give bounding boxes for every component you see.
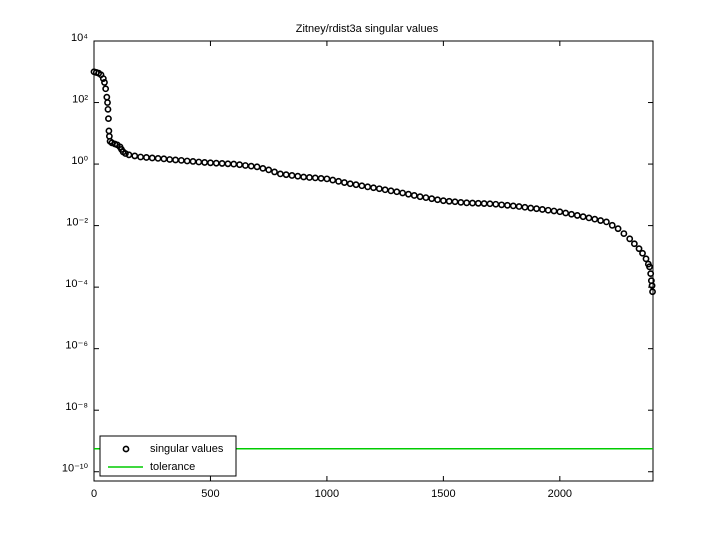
point	[573, 212, 581, 219]
point	[393, 188, 401, 196]
y-tick-label: 10⁻⁶	[65, 340, 88, 352]
point	[335, 177, 342, 185]
point	[105, 115, 112, 123]
point	[259, 164, 267, 172]
point	[630, 240, 638, 248]
point	[253, 163, 261, 171]
point	[639, 249, 646, 257]
y-tick-label: 10²	[72, 93, 88, 105]
legend-box	[99, 435, 237, 477]
point	[399, 189, 407, 197]
y-tick-label: 10⁴	[71, 32, 88, 44]
point	[591, 215, 599, 223]
y-tick-label: 10⁻²	[66, 217, 88, 229]
point	[122, 150, 129, 157]
point	[620, 230, 628, 237]
x-tick-label: 1000	[315, 488, 339, 500]
point	[125, 151, 133, 159]
point	[648, 282, 656, 290]
legend-marker	[122, 445, 130, 453]
point	[597, 217, 604, 224]
point	[568, 210, 575, 218]
y-tick-label: 10⁻⁸	[65, 401, 88, 413]
x-tick-label: 0	[91, 488, 97, 500]
point	[329, 176, 337, 184]
point	[626, 235, 634, 243]
legend-label: tolerance	[150, 461, 195, 473]
legend-label: singular values	[150, 443, 224, 455]
point	[405, 190, 412, 198]
point	[614, 225, 622, 233]
point	[271, 168, 278, 176]
point	[603, 218, 610, 226]
point	[104, 99, 111, 106]
point	[99, 75, 107, 82]
point	[579, 213, 587, 221]
point	[340, 179, 348, 186]
point	[323, 175, 331, 183]
point	[352, 181, 360, 189]
point	[556, 208, 564, 216]
point	[585, 214, 593, 222]
y-tick-label: 10⁻¹⁰	[62, 463, 89, 475]
point	[635, 245, 643, 253]
point	[101, 79, 108, 86]
point	[608, 221, 616, 229]
point	[102, 85, 110, 93]
x-tick-label: 1500	[431, 488, 455, 500]
y-tick-label: 10⁻⁴	[65, 278, 88, 290]
point	[265, 166, 273, 174]
point	[410, 192, 418, 199]
point	[642, 255, 650, 263]
point	[562, 209, 570, 217]
point	[646, 263, 653, 271]
point	[647, 270, 655, 278]
x-tick-label: 500	[201, 488, 219, 500]
plot-frame	[93, 40, 654, 482]
y-tick-label: 10⁰	[71, 155, 88, 167]
x-tick-label: 2000	[548, 488, 572, 500]
chart-title: Zitney/rdist3a singular values	[296, 23, 439, 35]
point	[649, 288, 656, 296]
point	[104, 105, 112, 113]
